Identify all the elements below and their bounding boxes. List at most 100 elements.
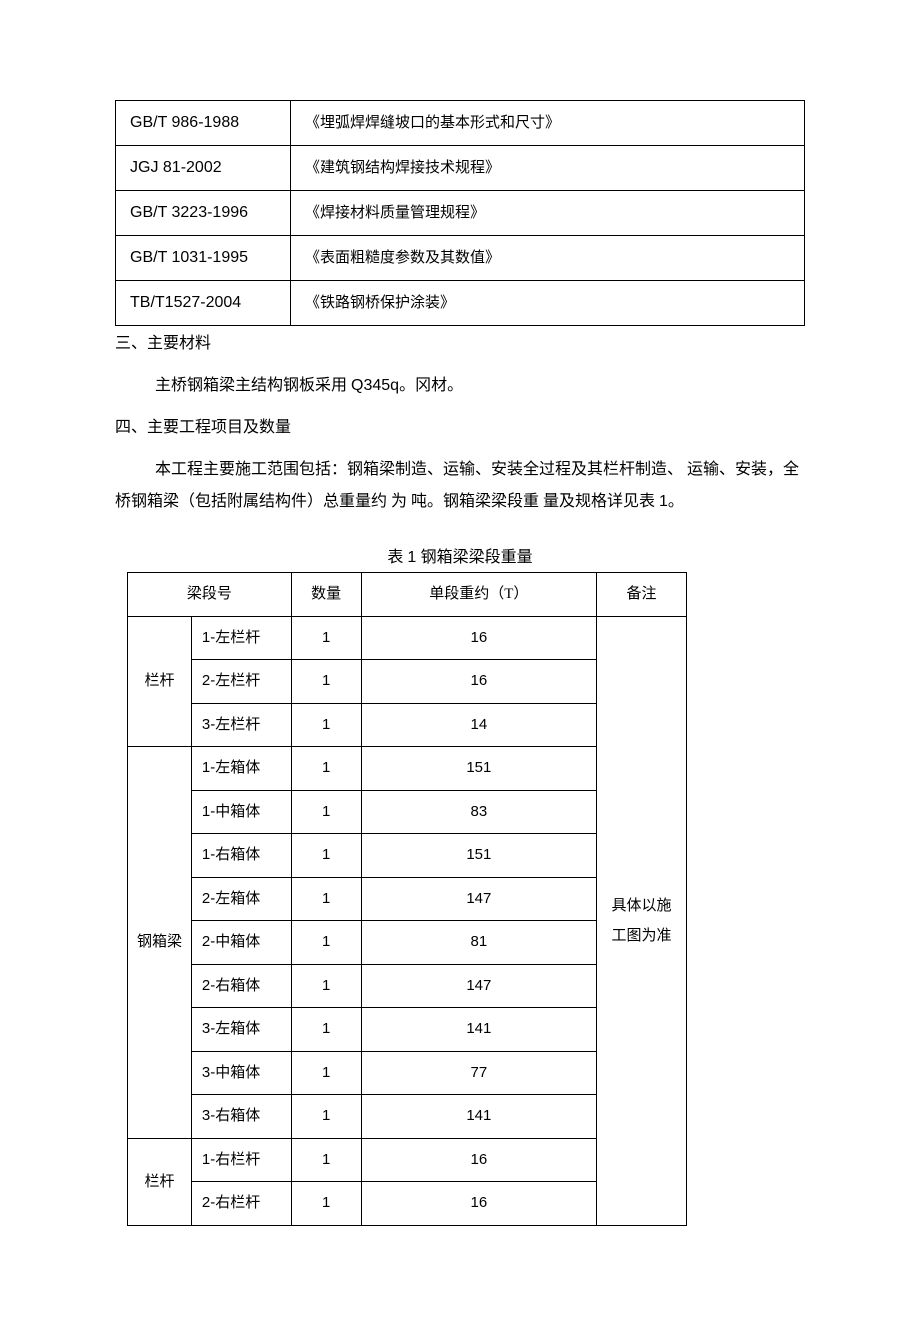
table1-label: 表 1 钢箱梁梁段重量 (115, 546, 805, 570)
segment-cell: 2-左栏杆 (191, 660, 291, 704)
qty-cell: 1 (291, 1182, 361, 1226)
segment-cell: 3-左箱体 (191, 1008, 291, 1052)
section3-steel-grade: Q345q (351, 377, 399, 394)
standards-tbody: GB/T 986-1988《埋弧焊焊缝坡口的基本形式和尺寸》JGJ 81-200… (116, 101, 805, 326)
segment-cell: 3-左栏杆 (191, 703, 291, 747)
segment-prefix: 2- (202, 977, 215, 994)
segment-cell: 1-右箱体 (191, 834, 291, 878)
weight-cell: 147 (361, 964, 597, 1008)
segment-prefix: 1- (202, 803, 215, 820)
qty-cell: 1 (291, 877, 361, 921)
standards-code: GB/T 1031-1995 (116, 236, 291, 281)
note-line: 具体以施 (601, 891, 682, 921)
segment-cell: 2-左箱体 (191, 877, 291, 921)
group-cell: 钢箱梁 (128, 747, 192, 1139)
header-note: 备注 (597, 573, 687, 617)
table1-label-prefix: 表 (387, 549, 407, 566)
segment-cell: 1-左栏杆 (191, 616, 291, 660)
segment-label: 中箱体 (215, 934, 260, 950)
section3-heading: 三、主要材料 (115, 332, 805, 356)
segment-label: 右栏杆 (215, 1152, 260, 1168)
segment-prefix: 1- (202, 1151, 215, 1168)
header-segment: 梁段号 (128, 573, 292, 617)
weight-cell: 16 (361, 616, 597, 660)
segment-prefix: 3- (202, 1020, 215, 1037)
segment-cell: 1-中箱体 (191, 790, 291, 834)
segment-cell: 3-中箱体 (191, 1051, 291, 1095)
section3-para: 主桥钢箱梁主结构钢板采用 Q345q。冈材。 (115, 370, 805, 402)
standards-name: 《铁路钢桥保护涂装》 (291, 281, 805, 326)
standards-code: TB/T1527-2004 (116, 281, 291, 326)
weight-cell: 81 (361, 921, 597, 965)
qty-cell: 1 (291, 921, 361, 965)
section3-para-suffix: 。冈材。 (399, 377, 463, 394)
weight-table-header-row: 梁段号 数量 单段重约（T） 备注 (128, 573, 687, 617)
segment-label: 右栏杆 (215, 1195, 260, 1211)
qty-cell: 1 (291, 834, 361, 878)
segment-label: 左箱体 (215, 1021, 260, 1037)
standards-code: GB/T 986-1988 (116, 101, 291, 146)
weight-cell: 141 (361, 1095, 597, 1139)
header-qty: 数量 (291, 573, 361, 617)
section4-table-ref: 1 (659, 493, 668, 510)
segment-prefix: 3- (202, 1064, 215, 1081)
weight-cell: 151 (361, 834, 597, 878)
segment-cell: 3-右箱体 (191, 1095, 291, 1139)
standards-table: GB/T 986-1988《埋弧焊焊缝坡口的基本形式和尺寸》JGJ 81-200… (115, 100, 805, 326)
weight-cell: 16 (361, 660, 597, 704)
segment-prefix: 2- (202, 672, 215, 689)
standards-row: GB/T 986-1988《埋弧焊焊缝坡口的基本形式和尺寸》 (116, 101, 805, 146)
segment-label: 右箱体 (215, 1108, 260, 1124)
section4-heading: 四、主要工程项目及数量 (115, 416, 805, 440)
qty-cell: 1 (291, 790, 361, 834)
qty-cell: 1 (291, 1095, 361, 1139)
segment-cell: 1-左箱体 (191, 747, 291, 791)
segment-prefix: 3- (202, 716, 215, 733)
weight-cell: 16 (361, 1138, 597, 1182)
qty-cell: 1 (291, 703, 361, 747)
segment-label: 左箱体 (215, 760, 260, 776)
weight-cell: 77 (361, 1051, 597, 1095)
standards-name: 《建筑钢结构焊接技术规程》 (291, 146, 805, 191)
standards-name: 《埋弧焊焊缝坡口的基本形式和尺寸》 (291, 101, 805, 146)
table1-label-num: 1 (407, 549, 420, 566)
weight-table-body: 栏杆1-左栏杆116具体以施工图为准2-左栏杆1163-左栏杆114钢箱梁1-左… (128, 616, 687, 1225)
qty-cell: 1 (291, 616, 361, 660)
segment-prefix: 1- (202, 629, 215, 646)
weight-cell: 14 (361, 703, 597, 747)
segment-prefix: 2- (202, 933, 215, 950)
group-cell: 栏杆 (128, 616, 192, 747)
qty-cell: 1 (291, 1138, 361, 1182)
table1-label-suffix: 钢箱梁梁段重量 (421, 549, 533, 566)
weight-table: 梁段号 数量 单段重约（T） 备注 栏杆1-左栏杆116具体以施工图为准2-左栏… (127, 572, 687, 1226)
segment-cell: 2-右箱体 (191, 964, 291, 1008)
segment-cell: 1-右栏杆 (191, 1138, 291, 1182)
segment-prefix: 1- (202, 846, 215, 863)
standards-name: 《表面粗糙度参数及其数值》 (291, 236, 805, 281)
weight-cell: 16 (361, 1182, 597, 1226)
segment-prefix: 3- (202, 1107, 215, 1124)
segment-prefix: 2- (202, 1194, 215, 1211)
section3-para-prefix: 主桥钢箱梁主结构钢板采用 (155, 377, 351, 394)
standards-code: GB/T 3223-1996 (116, 191, 291, 236)
qty-cell: 1 (291, 964, 361, 1008)
weight-cell: 141 (361, 1008, 597, 1052)
segment-label: 右箱体 (215, 978, 260, 994)
segment-label: 左栏杆 (215, 717, 260, 733)
standards-code: JGJ 81-2002 (116, 146, 291, 191)
standards-row: GB/T 1031-1995《表面粗糙度参数及其数值》 (116, 236, 805, 281)
weight-table-head: 梁段号 数量 单段重约（T） 备注 (128, 573, 687, 617)
standards-row: JGJ 81-2002《建筑钢结构焊接技术规程》 (116, 146, 805, 191)
qty-cell: 1 (291, 660, 361, 704)
note-cell: 具体以施工图为准 (597, 616, 687, 1225)
segment-label: 左栏杆 (215, 630, 260, 646)
weight-cell: 151 (361, 747, 597, 791)
group-cell: 栏杆 (128, 1138, 192, 1225)
segment-label: 中箱体 (215, 1065, 260, 1081)
weight-cell: 147 (361, 877, 597, 921)
standards-row: TB/T1527-2004《铁路钢桥保护涂装》 (116, 281, 805, 326)
header-weight: 单段重约（T） (361, 573, 597, 617)
segment-cell: 2-中箱体 (191, 921, 291, 965)
section4-para-end: 。 (668, 493, 684, 510)
qty-cell: 1 (291, 1008, 361, 1052)
